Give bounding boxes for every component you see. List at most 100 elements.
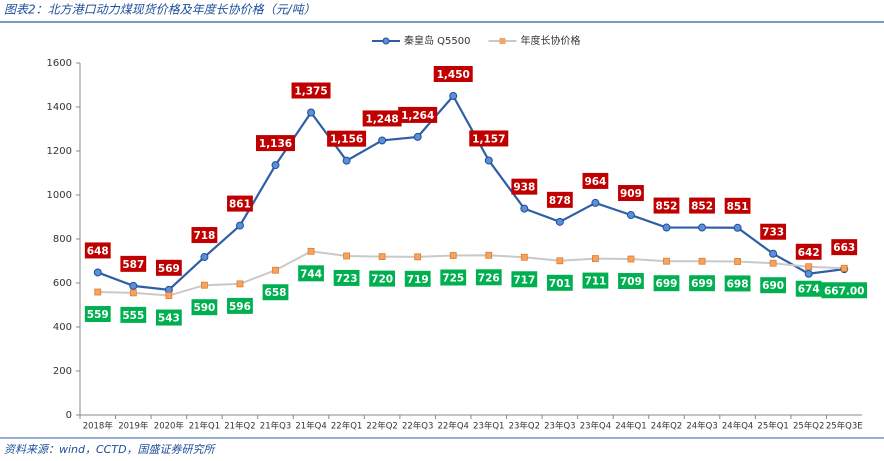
chart-title: 图表2：北方港口动力煤现货价格及年度长协价格（元/吨） — [4, 3, 316, 17]
value-label-box — [84, 306, 111, 323]
value-label: 590 — [193, 302, 215, 314]
value-label-box — [760, 223, 787, 240]
value-label-box — [333, 269, 360, 286]
x-tick-label: 21年Q3 — [260, 421, 291, 432]
value-label: 596 — [229, 301, 251, 313]
value-label-box — [404, 270, 431, 287]
value-label-box — [618, 185, 644, 202]
point — [201, 281, 208, 289]
point — [343, 252, 350, 260]
value-label: 543 — [158, 313, 180, 325]
value-label-box — [327, 130, 367, 147]
x-tick-label: 22年Q2 — [366, 421, 397, 432]
value-label: 1,450 — [437, 69, 470, 81]
point — [449, 92, 458, 100]
value-label: 642 — [798, 247, 820, 259]
value-label: 699 — [656, 278, 678, 290]
value-label-box — [191, 299, 218, 316]
value-label: 698 — [727, 278, 749, 290]
value-label: 569 — [158, 263, 180, 275]
value-label: 1,375 — [294, 86, 327, 98]
point — [805, 263, 813, 271]
point — [307, 108, 316, 117]
value-label-box — [120, 306, 147, 323]
point — [662, 223, 671, 232]
point — [698, 223, 707, 232]
value-label: 559 — [87, 309, 109, 321]
value-label: 674 — [798, 284, 820, 296]
point — [769, 259, 777, 267]
value-label-box — [831, 239, 858, 256]
value-label: 851 — [727, 201, 749, 213]
value-label-box — [511, 271, 538, 288]
value-label-box — [689, 197, 715, 214]
point — [485, 251, 493, 259]
value-label: 667.00 — [824, 285, 865, 297]
value-label: 699 — [691, 278, 713, 290]
source-note: 资料来源：wind，CCTD，国盛证券研究所 — [4, 443, 217, 456]
x-tick-label: 21年Q4 — [295, 421, 326, 432]
value-label: 718 — [193, 230, 215, 242]
x-tick-label: 24年Q1 — [615, 421, 646, 432]
value-label-box — [795, 280, 822, 297]
value-label-box — [256, 135, 295, 152]
value-label: 964 — [584, 176, 606, 188]
point — [414, 253, 422, 261]
value-label-box — [362, 110, 402, 127]
value-label: 701 — [549, 278, 571, 290]
value-label-box — [582, 172, 609, 189]
value-label: 1,136 — [259, 138, 292, 150]
legend-label: 年度长协价格 — [521, 34, 581, 47]
value-label: 723 — [336, 273, 358, 285]
point — [733, 223, 742, 232]
value-label: 1,156 — [330, 134, 363, 146]
x-tick-label: 25年Q1 — [757, 421, 788, 432]
point — [378, 253, 386, 261]
y-tick-label: 200 — [53, 366, 72, 377]
value-label: 744 — [300, 268, 322, 280]
value-label-box — [724, 197, 751, 214]
value-label: 909 — [620, 188, 642, 200]
value-label-box — [653, 197, 680, 214]
value-label-box — [653, 275, 680, 292]
point — [520, 253, 528, 261]
point — [93, 268, 102, 277]
x-tick-label: 24年Q4 — [722, 421, 753, 432]
point — [200, 253, 209, 262]
value-label: 717 — [513, 274, 535, 286]
value-label: 720 — [371, 274, 393, 286]
value-label: 658 — [265, 287, 287, 299]
point — [734, 258, 741, 265]
point — [804, 269, 813, 278]
y-tick-label: 1200 — [47, 146, 72, 157]
value-label: 555 — [122, 310, 144, 322]
value-label: 878 — [549, 195, 571, 207]
value-label-box — [155, 309, 182, 326]
value-label-box — [84, 242, 111, 259]
x-tick-label: 23年Q2 — [509, 421, 540, 432]
x-tick-label: 22年Q3 — [402, 421, 433, 432]
point — [307, 247, 315, 255]
value-label: 711 — [584, 276, 606, 288]
value-label-box — [511, 178, 538, 195]
value-label: 1,248 — [366, 113, 399, 125]
point — [449, 252, 457, 259]
value-label: 709 — [620, 276, 642, 288]
value-label-box — [291, 82, 331, 99]
x-tick-label: 2019年 — [118, 421, 149, 432]
x-tick-label: 21年Q1 — [189, 421, 220, 432]
value-label-box — [262, 284, 289, 301]
value-label: 938 — [513, 182, 535, 194]
value-label-box — [724, 275, 751, 292]
point — [129, 281, 138, 290]
value-label: 690 — [762, 280, 784, 292]
x-tick-label: 22年Q1 — [331, 421, 362, 432]
point — [592, 255, 599, 262]
point — [520, 204, 529, 213]
legend-marker — [499, 38, 506, 44]
value-label-box — [469, 130, 509, 147]
value-label-box — [155, 259, 182, 276]
value-label-box — [369, 270, 396, 287]
series-line — [97, 94, 845, 291]
point — [769, 249, 778, 258]
